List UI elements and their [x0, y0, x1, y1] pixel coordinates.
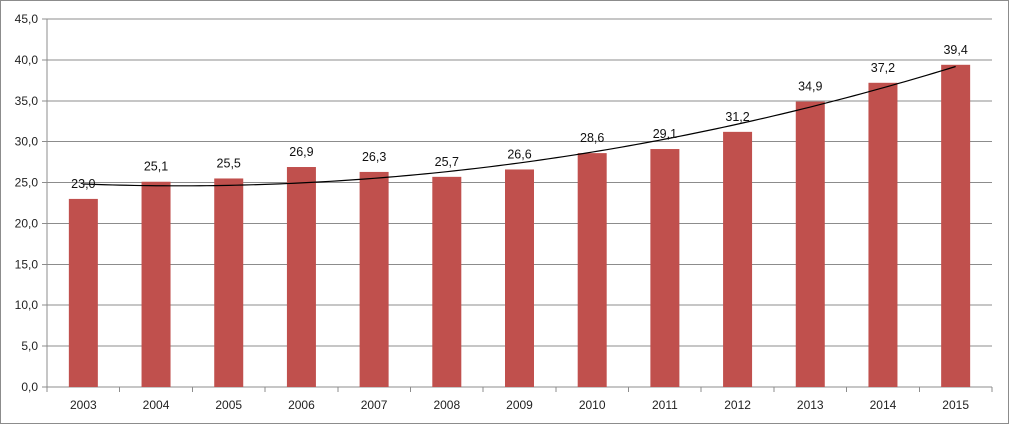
x-tick-label: 2004 — [143, 398, 170, 412]
y-tick-label: 20,0 — [15, 216, 39, 230]
x-tick-label: 2014 — [870, 398, 897, 412]
x-tick-label: 2015 — [942, 398, 969, 412]
bar-2009 — [505, 169, 534, 387]
data-label-2012: 31,2 — [725, 110, 749, 124]
data-label-2003: 23,0 — [71, 177, 95, 191]
x-tick-label: 2009 — [506, 398, 533, 412]
y-tick-label: 40,0 — [15, 53, 39, 67]
trendline — [83, 65, 956, 187]
bar-2010 — [577, 153, 607, 387]
y-tick-label: 30,0 — [15, 135, 39, 149]
data-label-2013: 34,9 — [798, 80, 822, 94]
data-label-2008: 25,7 — [435, 155, 459, 169]
data-label-2015: 39,4 — [943, 43, 967, 57]
data-label-2011: 29,1 — [653, 127, 677, 141]
bar-2014 — [868, 82, 898, 387]
x-tick-label: 2007 — [361, 398, 388, 412]
bar-2007 — [359, 171, 389, 387]
x-tick-label: 2012 — [724, 398, 751, 412]
bar-2003 — [68, 198, 98, 387]
data-label-2006: 26,9 — [289, 145, 313, 159]
bar-2005 — [214, 178, 244, 387]
x-tick-label: 2008 — [433, 398, 460, 412]
bar-2004 — [141, 181, 171, 387]
x-tick-label: 2006 — [288, 398, 315, 412]
y-tick-label: 45,0 — [15, 12, 39, 26]
x-tick-label: 2010 — [579, 398, 606, 412]
data-label-2009: 26,6 — [507, 147, 531, 161]
y-tick-label: 35,0 — [15, 94, 39, 108]
x-tick-label: 2003 — [70, 398, 97, 412]
bar-2011 — [650, 149, 680, 387]
y-tick-label: 5,0 — [21, 339, 38, 353]
bar-2008 — [432, 176, 462, 387]
bar-2012 — [723, 131, 753, 387]
x-tick-label: 2005 — [215, 398, 242, 412]
y-tick-label: 25,0 — [15, 176, 39, 190]
data-label-2007: 26,3 — [362, 150, 386, 164]
bar-2013 — [795, 101, 825, 388]
x-tick-label: 2013 — [797, 398, 824, 412]
bar-2006 — [286, 167, 316, 387]
data-label-2005: 25,5 — [217, 156, 241, 170]
data-label-2014: 37,2 — [871, 61, 895, 75]
y-tick-label: 10,0 — [15, 298, 39, 312]
y-tick-label: 0,0 — [21, 380, 38, 394]
bar-2015 — [941, 64, 971, 387]
data-label-2010: 28,6 — [580, 131, 604, 145]
x-tick-label: 2011 — [652, 398, 678, 412]
y-tick-label: 15,0 — [15, 257, 39, 271]
data-label-2004: 25,1 — [144, 160, 168, 174]
